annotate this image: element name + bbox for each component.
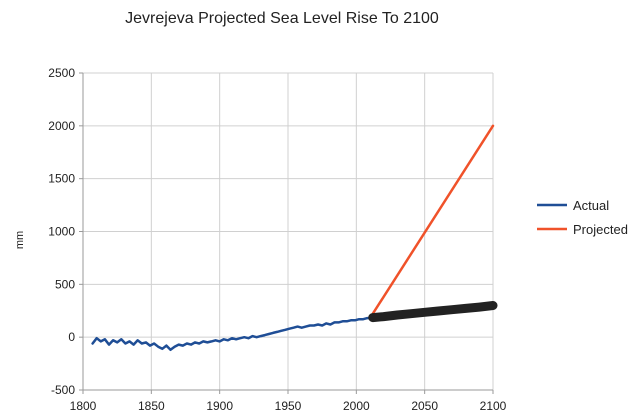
x-tick-label: 1950: [275, 399, 302, 413]
y-tick-label: -500: [51, 383, 75, 397]
y-tick-labels: -500 0 500 1000 1500 2000 2500: [48, 66, 75, 397]
series-line-projected: [368, 124, 495, 320]
series-line-thick-projection: [368, 301, 498, 323]
y-axis-label: mm: [14, 231, 26, 249]
x-tick-label: 2000: [343, 399, 370, 413]
legend-label-projected: Projected: [573, 222, 628, 237]
x-tick-label: 1850: [138, 399, 165, 413]
x-tick-label: 2100: [480, 399, 507, 413]
x-tick-labels: 1800 1850 1900 1950 2000 2050 2100: [70, 399, 507, 413]
legend-label-actual: Actual: [573, 198, 609, 213]
x-tick-label: 2050: [411, 399, 438, 413]
series-line-actual: [91, 316, 372, 352]
y-tick-label: 1500: [48, 172, 75, 186]
series-lines: [91, 124, 498, 352]
x-tick-label: 1900: [206, 399, 233, 413]
x-tick-label: 1800: [70, 399, 97, 413]
y-tick-label: 0: [68, 330, 75, 344]
y-tick-label: 1000: [48, 225, 75, 239]
chart-title: Jevrejeva Projected Sea Level Rise To 21…: [125, 10, 439, 27]
y-tick-label: 2000: [48, 119, 75, 133]
y-tick-label: 500: [55, 277, 75, 291]
legend: Actual Projected: [537, 198, 628, 237]
axes: [79, 72, 494, 394]
y-tick-label: 2500: [48, 66, 75, 80]
